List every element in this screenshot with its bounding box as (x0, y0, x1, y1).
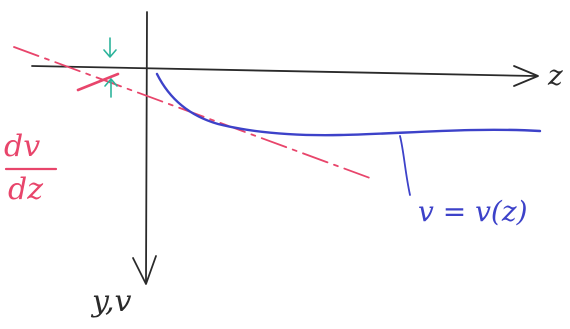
gap-arrow-down (103, 37, 117, 58)
z-axis-label: z (548, 59, 563, 92)
curve-label: v = v(z) (418, 195, 528, 228)
slope-denominator: dz (8, 172, 44, 207)
z-axis-line (31, 65, 536, 77)
gap-arrow-up (104, 78, 118, 98)
slope-tick (76, 72, 120, 92)
curve-leader (399, 135, 411, 196)
y-axis-arrowhead (132, 255, 157, 285)
y-axis-line (145, 11, 148, 283)
z-axis-arrowhead (513, 65, 539, 87)
slope-numerator: dv (4, 129, 41, 164)
y-axis-label: y,v (92, 284, 132, 319)
velocity-curve (155, 72, 542, 137)
